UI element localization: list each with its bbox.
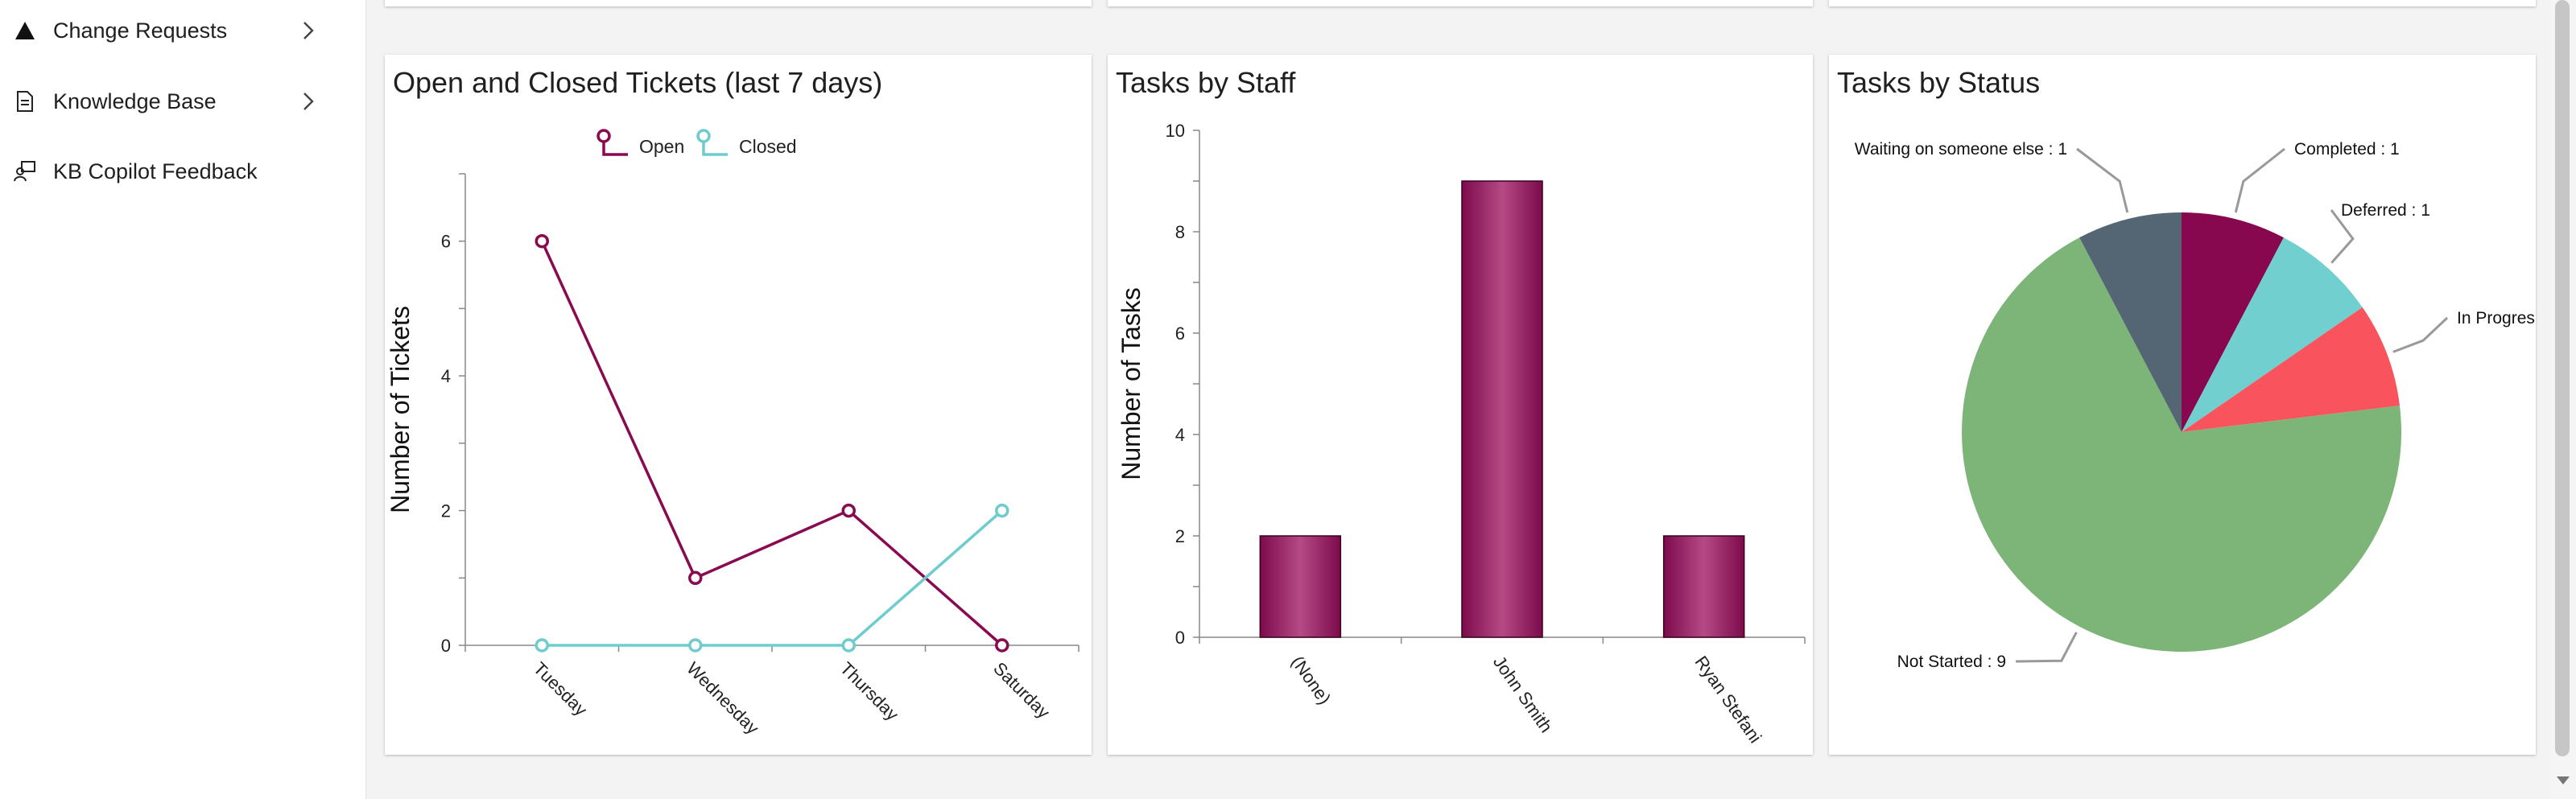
document-icon bbox=[17, 91, 33, 112]
series-line-open bbox=[540, 240, 1003, 647]
tickets-chart-card: Open and Closed Tickets (last 7 days) 0 2… bbox=[385, 55, 1092, 755]
sidebar-item-label: Knowledge Base bbox=[53, 89, 217, 113]
legend-marker bbox=[597, 129, 611, 143]
y-tick-label: 0 bbox=[1175, 628, 1185, 648]
x-tick-label: John Smith bbox=[1489, 653, 1557, 736]
top-card-2 bbox=[1108, 0, 1813, 6]
pie-slice-not-started bbox=[1962, 237, 2401, 653]
staff-bar-chart: 0 2 4 6 8 10 (None) John Smith Ryan Stefani Numbe… bbox=[1117, 121, 1806, 748]
legend-item-closed: Closed bbox=[696, 129, 797, 157]
sidebar-item-label: Change Requests bbox=[53, 18, 228, 43]
y-tick-label: 4 bbox=[441, 366, 451, 386]
sidebar-item-kb-copilot-feedback[interactable]: KB Copilot Feedback bbox=[0, 142, 365, 200]
sidebar-item-label: KB Copilot Feedback bbox=[53, 159, 258, 183]
legend-marker bbox=[696, 129, 711, 143]
y-tick-label: 4 bbox=[1175, 425, 1185, 445]
pie-slice-label: Completed : 1 bbox=[2294, 140, 2400, 159]
data-point bbox=[841, 638, 856, 653]
bar-none bbox=[1259, 535, 1342, 638]
card-title: Tasks by Staff bbox=[1116, 66, 1296, 99]
pie-slice-label: Waiting on someone else : 1 bbox=[1855, 140, 2067, 159]
page-scrollbar[interactable] bbox=[2550, 0, 2576, 799]
sidebar: Change Requests Knowledge Base KB Copilo… bbox=[0, 0, 366, 799]
data-point bbox=[688, 570, 703, 586]
data-point bbox=[841, 503, 856, 518]
data-point bbox=[535, 233, 549, 249]
data-point bbox=[995, 503, 1009, 518]
pie-label-leader bbox=[2234, 147, 2285, 213]
pie-slice-completed bbox=[2182, 212, 2284, 432]
bar-ryan-stefani bbox=[1662, 535, 1745, 638]
y-axis-title: Number of Tasks bbox=[1117, 287, 1146, 480]
scrollbar-thumb[interactable] bbox=[2555, 0, 2570, 756]
y-tick-label: 2 bbox=[1175, 526, 1185, 546]
pie-label-leader bbox=[2330, 209, 2355, 264]
sidebar-item-change-requests[interactable]: Change Requests bbox=[0, 2, 365, 60]
feedback-person-icon bbox=[14, 161, 35, 182]
legend-label: Open bbox=[639, 136, 684, 157]
y-tick-label: 10 bbox=[1166, 121, 1185, 141]
top-card-1 bbox=[385, 0, 1092, 6]
data-point bbox=[535, 638, 549, 653]
y-tick-label: 8 bbox=[1175, 222, 1185, 242]
scroll-down-arrow-icon[interactable] bbox=[2555, 774, 2571, 787]
data-point bbox=[688, 638, 703, 653]
tickets-line-chart: 0 2 4 6 Tuesday Wednesday Thursday Saturday Numb… bbox=[386, 129, 1080, 739]
y-tick-label: 0 bbox=[441, 636, 451, 656]
x-tick-label: Ryan Stefani bbox=[1691, 653, 1766, 748]
legend-item-open: Open bbox=[597, 129, 684, 157]
card-title: Open and Closed Tickets (last 7 days) bbox=[393, 66, 883, 99]
x-tick-label: Saturday bbox=[989, 658, 1054, 723]
staff-chart-card: Tasks by Staff 0 2 4 6 8 10 (None) John Smith Ry… bbox=[1108, 55, 1813, 755]
data-point bbox=[995, 638, 1009, 653]
legend-label: Closed bbox=[739, 136, 797, 157]
x-tick-label: Wednesday bbox=[683, 658, 763, 739]
x-tick-label: (None) bbox=[1287, 653, 1335, 708]
pie-label-leader bbox=[2392, 316, 2449, 353]
x-tick-label: Tuesday bbox=[530, 658, 592, 720]
pie-slice-label: In Progres bbox=[2457, 309, 2535, 327]
chevron-right-icon bbox=[303, 22, 314, 39]
status-chart-card: Tasks by Status Completed : 1 Deferred : … bbox=[1829, 55, 2536, 755]
pie-slice-deferred bbox=[2182, 237, 2363, 432]
pie-label-leader bbox=[2076, 147, 2129, 213]
status-pie-chart: Completed : 1 Deferred : 1 In Progres Not S… bbox=[1855, 140, 2535, 671]
chevron-right-icon bbox=[303, 93, 314, 110]
card-title: Tasks by Status bbox=[1837, 66, 2041, 99]
pie-slice-label: Deferred : 1 bbox=[2341, 201, 2430, 220]
y-axis-title: Number of Tickets bbox=[386, 306, 415, 513]
bar-john-smith bbox=[1461, 180, 1543, 638]
warning-triangle-icon bbox=[15, 22, 35, 39]
series-line-closed bbox=[542, 509, 1003, 647]
sidebar-item-knowledge-base[interactable]: Knowledge Base bbox=[0, 72, 365, 130]
y-tick-label: 6 bbox=[1175, 323, 1185, 344]
pie-label-leader bbox=[2015, 632, 2078, 663]
pie-slice-waiting-on-someone-else bbox=[2079, 212, 2182, 432]
top-card-3 bbox=[1829, 0, 2536, 6]
pie-slice-label: Not Started : 9 bbox=[1897, 653, 2006, 671]
x-tick-label: Thursday bbox=[836, 658, 903, 725]
y-tick-label: 6 bbox=[441, 232, 451, 252]
y-tick-label: 2 bbox=[441, 501, 451, 521]
pie-slice-in-progress bbox=[2182, 307, 2401, 432]
